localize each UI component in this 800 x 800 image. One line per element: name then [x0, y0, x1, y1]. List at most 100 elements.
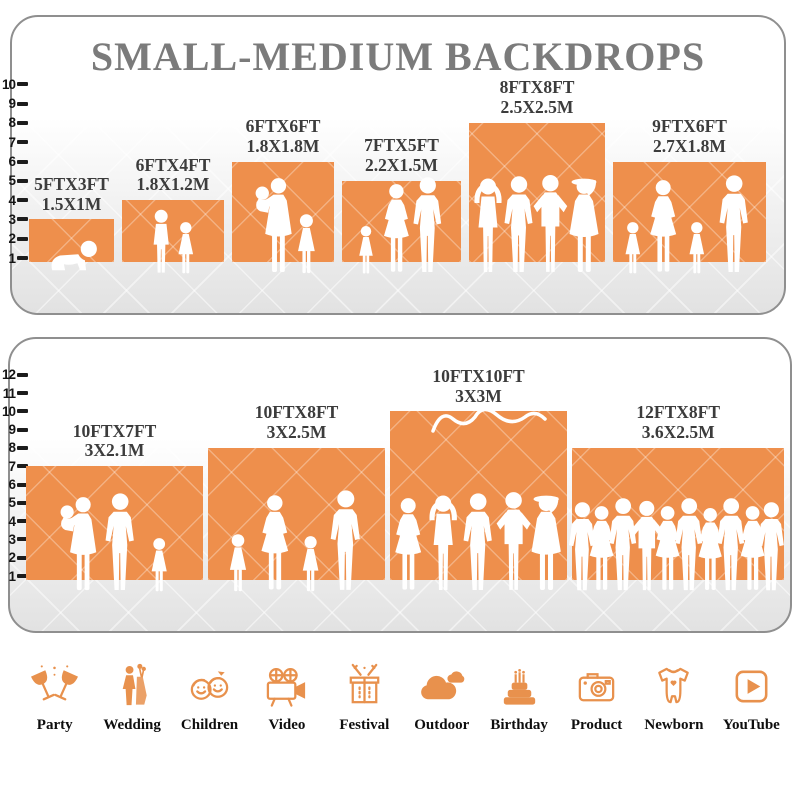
axis-tick-mark [17, 445, 28, 450]
axis-tick: 7 [0, 134, 28, 150]
axis-tick: 11 [0, 385, 28, 401]
axis-tick-mark [17, 120, 28, 125]
girl-silhouette [148, 537, 170, 593]
cloud-icon [418, 663, 465, 710]
category-festival: Festival [326, 663, 403, 734]
axis-tick-mark [17, 159, 28, 164]
axis-tick-label: 1 [8, 250, 16, 266]
girl-silhouette [226, 533, 250, 593]
backdrop-bar-12ftx8ft: 12FTX8FT 3.6X2.5M [572, 403, 785, 580]
category-icon-row: Party Wedding Children Video Festival Outdoor… [16, 663, 790, 734]
axis-tick-mark [17, 236, 28, 241]
category-video: Video [248, 663, 325, 734]
category-label: Product [570, 717, 623, 733]
woman-silhouette [644, 179, 682, 275]
category-newborn: Newborn [635, 663, 712, 734]
page-title: SMALL-MEDIUM BACKDROPS [90, 34, 706, 79]
girl-silhouette [622, 221, 644, 275]
category-label: YouTube [722, 717, 780, 733]
axis-tick-label: 1 [8, 568, 16, 584]
axis-tick-mark [17, 555, 28, 560]
axis-tick: 5 [0, 173, 28, 189]
axis-tick-mark [17, 500, 28, 505]
axis-tick: 9 [0, 422, 28, 438]
axis-tick: 7 [0, 458, 28, 474]
axis-tick: 5 [0, 495, 28, 511]
category-wedding: Wedding [93, 663, 170, 734]
womanpose-silhouette [527, 492, 567, 593]
size-m-text: 1.5X1M [41, 193, 102, 214]
children-icon [186, 663, 233, 710]
backdrop-size-label: 10FTX8FT 3X2.5M [255, 403, 339, 443]
axis-tick-label: 5 [8, 495, 16, 511]
size-m-text: 3X2.1M [84, 440, 145, 461]
size-m-text: 3X3M [455, 385, 502, 406]
category-label: Video [268, 717, 306, 733]
backdrop-size-label: 10FTX10FT 3X3M [432, 366, 524, 407]
girl-silhouette [356, 225, 376, 275]
backdrop-bar-10ftx8ft: 10FTX8FT 3X2.5M [208, 403, 385, 580]
man-silhouette [408, 176, 448, 275]
category-label: Birthday [490, 717, 548, 733]
backdrop-size-label: 6FTX6FT 1.8X1.8M [246, 116, 321, 157]
category-label: Festival [339, 717, 390, 733]
axis-tick-mark [17, 391, 28, 395]
size-m-text: 1.8X1.8M [246, 135, 320, 156]
size-m-text: 2.2X1.5M [365, 155, 438, 176]
backdrop-bar-10ftx7ft: 10FTX7FT 3X2.1M [26, 421, 203, 580]
party-icon [31, 663, 78, 710]
axis-tick-mark [17, 482, 28, 487]
axis-tick-label: 4 [8, 192, 16, 208]
wedding-icon [109, 663, 156, 710]
axis-tick-label: 2 [8, 550, 16, 566]
axis-tick: 12 [0, 367, 28, 383]
size-m-text: 1.8X1.2M [136, 174, 210, 195]
watermark-script [431, 409, 547, 434]
axis-tick-label: 3 [8, 531, 16, 547]
axis-tick: 4 [0, 192, 28, 208]
backdrop-size-label: 9FTX6FT 2.7X1.8M [652, 116, 727, 157]
womanbaby-silhouette [251, 177, 298, 275]
category-youtube: YouTube [713, 663, 790, 734]
size-m-text: 2.5X2.5M [500, 97, 574, 118]
baby-silhouette [42, 239, 102, 275]
size-ft-text: 6FTX4FT [135, 154, 211, 175]
axis-tick: 9 [0, 96, 28, 112]
category-product: Product [558, 663, 635, 734]
axis-tick-label: 4 [8, 513, 16, 529]
size-ft-text: 10FTX7FT [72, 420, 157, 441]
girl-silhouette [299, 535, 322, 593]
size-m-text: 3.6X2.5M [641, 422, 715, 443]
axis-tick: 4 [0, 513, 28, 529]
axis-tick-label: 9 [8, 96, 16, 112]
axis-tick-label: 7 [8, 458, 16, 474]
camera-icon [573, 663, 620, 710]
axis-tick-mark [17, 464, 28, 469]
backdrop-size-label: 10FTX7FT 3X2.1M [72, 420, 157, 462]
axis-tick-mark [17, 519, 28, 524]
axis-tick-label: 8 [8, 115, 16, 131]
category-label: Children [180, 717, 239, 733]
axis-tick-label: 2 [8, 231, 16, 247]
axis-tick: 6 [0, 154, 28, 170]
axis-tick-mark [17, 256, 28, 260]
axis-tick-mark [17, 537, 28, 542]
backdrop-size-label: 12FTX8FT 3.6X2.5M [636, 403, 720, 443]
axis-tick-label: 12 [1, 367, 16, 383]
backdrop-size-label: 7FTX5FT 2.2X1.5M [364, 135, 439, 176]
axis-tick-mark [17, 427, 28, 432]
boy-silhouette [148, 209, 174, 275]
axis-tick-label: 10 [1, 76, 16, 92]
backdrop-chart-bottom: 1 2 3 4 5 6 7 8 9 10 11 12 10FTX7FT 3X2.1M 10FTX8FT 3X2… [2, 339, 790, 631]
axis-tick-label: 6 [8, 477, 16, 492]
axis-tick: 2 [0, 231, 28, 247]
category-children: Children [171, 663, 248, 734]
woman-silhouette [255, 494, 295, 593]
gift-icon [341, 663, 388, 710]
axis-tick-label: 11 [2, 385, 16, 401]
man-silhouette [325, 489, 367, 593]
size-ft-text: 8FTX8FT [499, 77, 575, 98]
girl-silhouette [686, 221, 708, 275]
backdrop-size-label: 8FTX8FT 2.5X2.5M [500, 78, 575, 118]
